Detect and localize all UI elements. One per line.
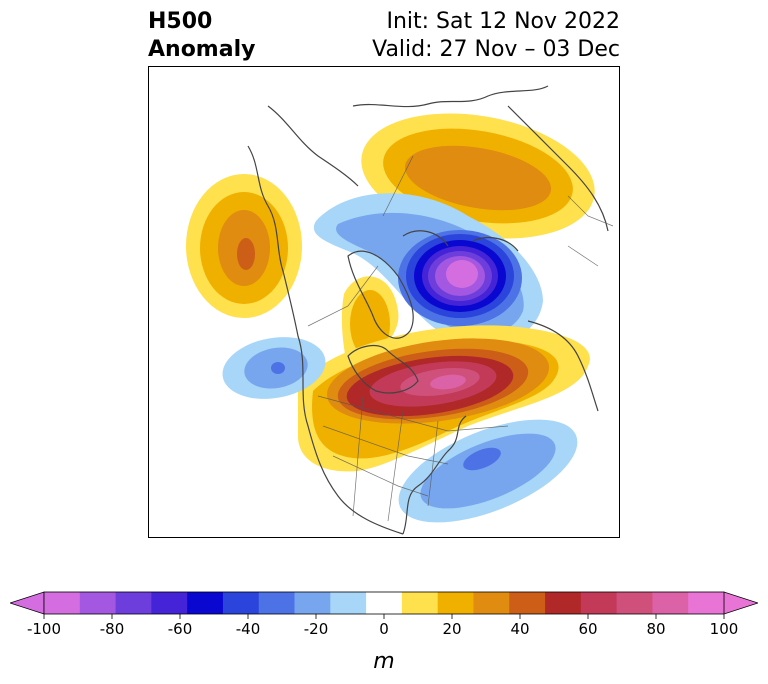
colorbar-ticks: -100 -80 -60 -40 -20 0 20 40 60 80 100 [27, 614, 738, 638]
colorbar-tick-label: -40 [236, 620, 261, 638]
colorbar-swatch [79, 592, 116, 614]
title-line-2: Anomaly [148, 37, 256, 62]
colorbar-swatch [222, 592, 260, 614]
map-frame [148, 66, 620, 538]
colorbar-tick-label: -20 [304, 620, 329, 638]
run-info: Init: Sat 12 Nov 2022 Valid: 27 Nov – 03… [372, 8, 620, 64]
colorbar-tick-label: -60 [168, 620, 193, 638]
colorbar-swatch [151, 592, 188, 614]
colorbar-swatch [437, 592, 474, 614]
colorbar-swatch [258, 592, 295, 614]
colorbar: -100 -80 -60 -40 -20 0 20 40 60 80 100 m [10, 591, 758, 674]
colorbar-tick-label: 80 [646, 620, 665, 638]
colorbar-tick-label: 100 [710, 620, 739, 638]
trough-arctic [313, 193, 543, 345]
colorbar-swatch [473, 592, 510, 614]
anomaly-map [148, 66, 620, 538]
colorbar-swatch [330, 592, 367, 614]
colorbar-swatch [366, 592, 403, 614]
colorbar-unit-label: m [373, 649, 394, 674]
trough-northeast-pacific [222, 337, 326, 399]
valid-range: Valid: 27 Nov – 03 Dec [372, 37, 620, 62]
colorbar-swatch [616, 592, 653, 614]
init-date: Init: Sat 12 Nov 2022 [386, 9, 620, 34]
colorbar-swatch [401, 592, 439, 614]
colorbar-tick-label: 0 [379, 620, 389, 638]
colorbar-swatch [688, 592, 725, 614]
colorbar-swatch [115, 592, 152, 614]
trough-western-atlantic [398, 419, 578, 523]
colorbar-tick-label: -100 [27, 620, 61, 638]
coastlines [247, 85, 609, 535]
colorbar-extend-low [10, 591, 45, 615]
colorbar-swatch [652, 592, 689, 614]
colorbar-tick-label: 20 [442, 620, 461, 638]
colorbar-swatch [44, 592, 81, 614]
colorbar-swatch [545, 592, 582, 614]
colorbar-tick-label: 60 [578, 620, 597, 638]
political-borders [307, 155, 614, 522]
map-title: H500 Anomaly [148, 8, 255, 64]
colorbar-tick-label: 40 [510, 620, 529, 638]
ridge-north-pacific [186, 174, 302, 318]
colorbar-extend-high [723, 591, 758, 615]
colorbar-swatches [10, 591, 758, 615]
colorbar-swatch [580, 592, 618, 614]
colorbar-tick-label: -80 [100, 620, 125, 638]
colorbar-swatch [187, 592, 224, 614]
title-line-1: H500 [148, 9, 213, 34]
colorbar-swatch [294, 592, 331, 614]
ridge-central-canada [298, 325, 590, 472]
anomaly-fills [186, 113, 595, 523]
colorbar-swatch [509, 592, 546, 614]
